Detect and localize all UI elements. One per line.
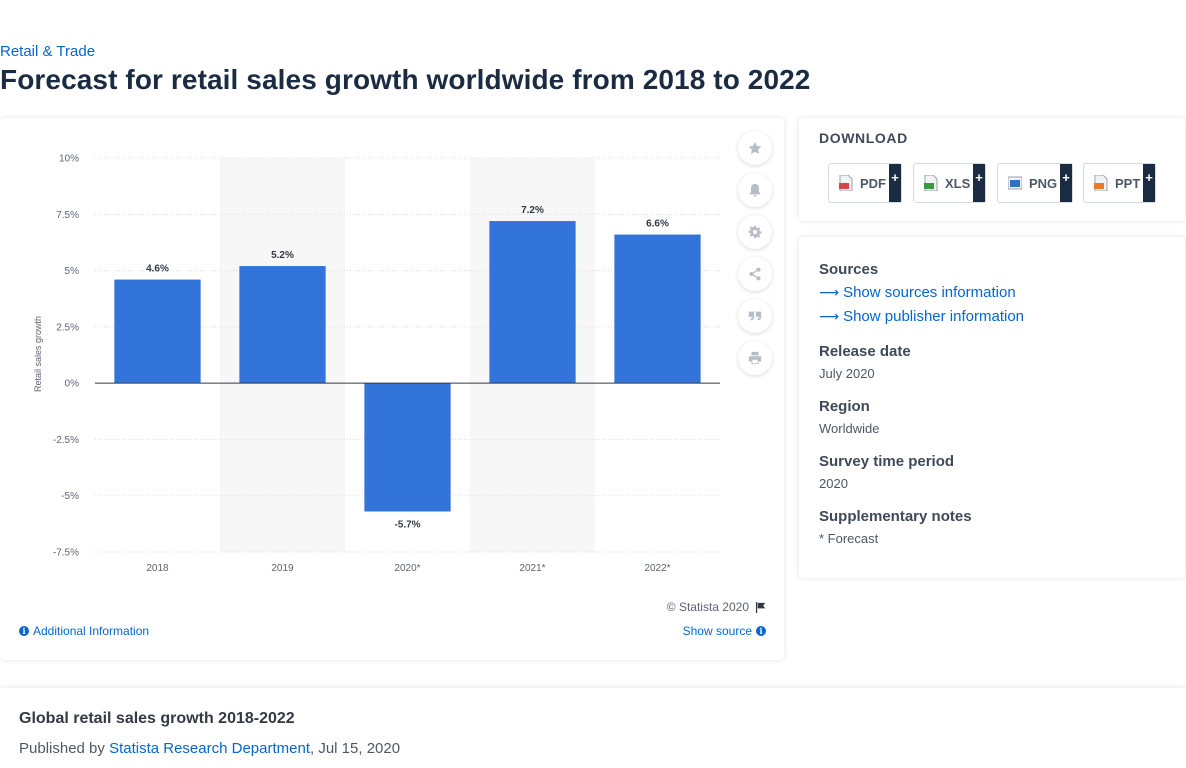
show-source-link[interactable]: Show source i	[683, 624, 766, 638]
bar	[364, 383, 451, 512]
y-tick-label: 0%	[65, 379, 80, 390]
show-sources-label: Show sources information	[843, 284, 1016, 301]
plus-icon: +	[1060, 164, 1072, 202]
y-tick-label: -5%	[61, 491, 79, 502]
plus-icon: +	[1143, 164, 1155, 202]
flag-icon[interactable]	[755, 601, 766, 613]
data-label: 5.2%	[271, 250, 294, 261]
download-png-label: PNG	[1029, 175, 1058, 191]
show-sources-link[interactable]: ⟶ Show sources information	[819, 284, 1016, 301]
download-ppt-button[interactable]: PPT +	[1083, 163, 1156, 203]
download-xls-button[interactable]: XLS +	[913, 163, 986, 203]
info-icon: i	[756, 626, 766, 636]
bell-icon[interactable]	[738, 173, 772, 207]
quote-icon[interactable]	[738, 299, 772, 333]
star-icon[interactable]	[738, 131, 772, 165]
download-pdf-button[interactable]: PDF +	[828, 163, 902, 203]
bar-chart: 10% 7.5% 5% 2.5% 0% -2.5% -5% -7.5% 4.6% 2018 5.2%…	[33, 154, 720, 574]
xls-file-icon	[924, 174, 938, 192]
y-tick-label: 10%	[59, 154, 79, 165]
region-heading: Region	[819, 398, 870, 415]
show-publisher-label: Show publisher information	[843, 308, 1025, 325]
supplementary-notes-heading: Supplementary notes	[819, 508, 972, 525]
ppt-file-icon	[1094, 174, 1108, 192]
copyright: © Statista 2020	[667, 600, 766, 614]
release-date-heading: Release date	[819, 343, 911, 360]
published-prefix: Published by	[19, 740, 110, 757]
x-tick-label: 2019	[271, 563, 294, 574]
gear-icon[interactable]	[738, 215, 772, 249]
breadcrumb[interactable]: Retail & Trade	[0, 43, 96, 60]
x-tick-label: 2020*	[394, 563, 420, 574]
info-icon: i	[19, 626, 29, 636]
published-date: , Jul 15, 2020	[310, 740, 401, 757]
y-tick-label: 7.5%	[56, 210, 79, 221]
data-label: -5.7%	[394, 519, 420, 530]
survey-period-heading: Survey time period	[819, 453, 955, 470]
x-tick-label: 2022*	[644, 563, 670, 574]
download-xls-label: XLS	[945, 175, 971, 191]
y-axis-label: Retail sales growth	[33, 316, 43, 392]
bar	[114, 279, 201, 384]
chart-toolbar	[738, 131, 772, 383]
plus-icon: +	[973, 164, 985, 202]
bar	[614, 234, 701, 384]
y-tick-label: 2.5%	[56, 322, 79, 333]
show-publisher-link[interactable]: ⟶ Show publisher information	[819, 308, 1024, 325]
pdf-file-icon	[839, 174, 853, 192]
download-title: DOWNLOAD	[819, 130, 908, 146]
x-tick-label: 2021*	[519, 563, 545, 574]
png-file-icon	[1007, 175, 1023, 191]
sources-heading: Sources	[819, 261, 879, 278]
supplementary-notes-value: * Forecast	[819, 531, 879, 546]
page-title: Forecast for retail sales growth worldwi…	[0, 64, 811, 95]
show-source-label: Show source	[682, 624, 752, 638]
bar	[489, 221, 576, 384]
published-by: Published by Statista Research Departmen…	[19, 740, 400, 757]
data-label: 7.2%	[521, 205, 544, 216]
share-icon[interactable]	[738, 257, 772, 291]
y-tick-label: 5%	[65, 266, 80, 277]
y-tick-label: -2.5%	[53, 435, 79, 446]
download-ppt-label: PPT	[1115, 175, 1141, 191]
data-label: 6.6%	[646, 219, 669, 230]
arrow-right-icon: ⟶	[819, 308, 840, 324]
chart-card: 10% 7.5% 5% 2.5% 0% -2.5% -5% -7.5% 4.6% 2018 5.2%…	[0, 118, 784, 660]
plus-icon: +	[889, 164, 901, 202]
additional-information-label: Additional Information	[33, 624, 150, 638]
download-png-button[interactable]: PNG +	[997, 163, 1073, 203]
bar	[239, 266, 326, 384]
release-date-value: July 2020	[819, 366, 875, 381]
download-card: DOWNLOAD PDF + XLS + PNG + PPT +	[799, 118, 1185, 221]
publisher-link[interactable]: Statista Research Department	[109, 740, 310, 757]
data-label: 4.6%	[146, 264, 169, 275]
survey-period-value: 2020	[819, 476, 848, 491]
arrow-right-icon: ⟶	[819, 284, 840, 300]
y-tick-label: -7.5%	[53, 548, 79, 559]
x-tick-label: 2018	[146, 563, 169, 574]
copyright-text: © Statista 2020	[666, 600, 749, 614]
additional-information-link[interactable]: i Additional Information	[19, 624, 149, 638]
region-value: Worldwide	[819, 421, 880, 436]
print-icon[interactable]	[738, 341, 772, 375]
statistic-details-card: Sources ⟶ Show sources information ⟶ Sho…	[799, 237, 1185, 578]
description-card: Global retail sales growth 2018-2022 Pub…	[0, 688, 1186, 768]
description-title: Global retail sales growth 2018-2022	[19, 710, 295, 727]
download-pdf-label: PDF	[860, 175, 886, 191]
